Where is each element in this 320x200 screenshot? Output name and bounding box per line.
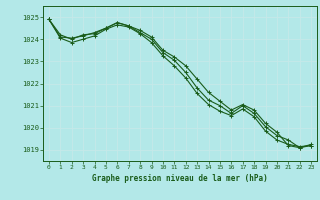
X-axis label: Graphe pression niveau de la mer (hPa): Graphe pression niveau de la mer (hPa) <box>92 174 268 183</box>
